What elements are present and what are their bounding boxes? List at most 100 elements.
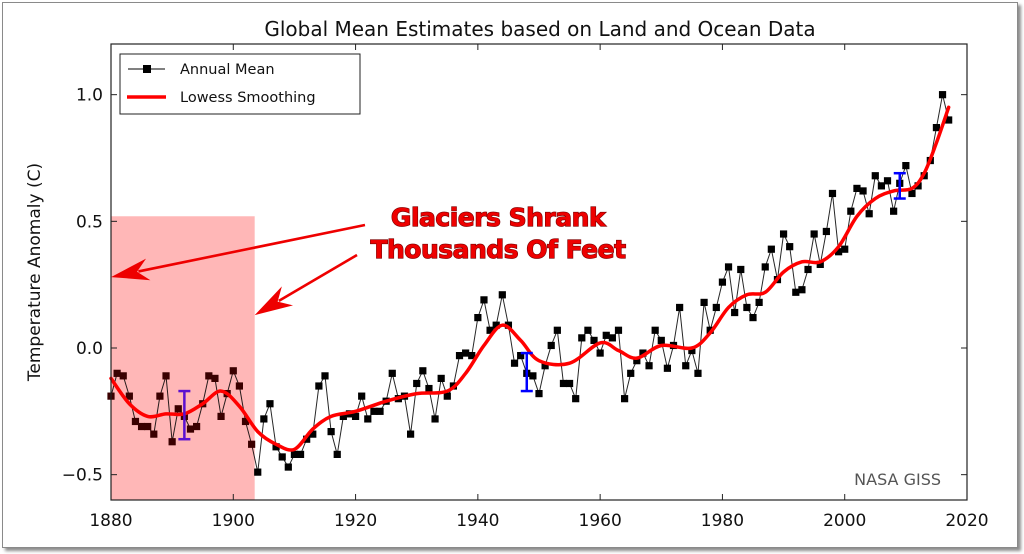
annual-mean-point (596, 349, 604, 357)
y-tick-label: 0.5 (76, 212, 103, 232)
annual-mean-point (131, 417, 140, 426)
annual-mean-point (205, 372, 213, 380)
annual-mean-point (125, 392, 133, 400)
annual-mean-point (510, 359, 519, 367)
annual-mean-point (859, 187, 867, 195)
annual-mean-point (841, 245, 849, 253)
x-tick-label: 2020 (945, 511, 988, 531)
annual-mean-point (767, 245, 775, 253)
annual-mean-point (193, 422, 201, 431)
legend-box (119, 53, 361, 115)
annual-mean-point (186, 425, 195, 433)
annual-mean-point (535, 390, 543, 398)
annual-mean-point (828, 189, 837, 198)
annual-mean-point (718, 278, 727, 286)
annotation-line-2: Thousands Of Feet (370, 235, 626, 264)
chart-title: Global Mean Estimates based on Land and … (264, 17, 815, 41)
annual-mean-point (633, 357, 641, 365)
annual-mean-point (211, 374, 219, 382)
annotation-arrow-head (254, 286, 294, 316)
annual-mean-point (174, 405, 182, 413)
source-label: NASA GISS (854, 470, 941, 489)
annual-mean-point (156, 392, 164, 400)
annual-mean-point (945, 116, 953, 124)
annual-mean-point (474, 314, 482, 322)
annual-mean-point (168, 438, 176, 446)
annual-mean-point (621, 395, 629, 403)
y-tick-label: 0.0 (76, 339, 103, 359)
annual-mean-point (890, 207, 898, 215)
annual-mean-point (835, 248, 843, 256)
annual-mean-point (407, 430, 415, 438)
annual-mean-point (712, 303, 720, 312)
legend-annual-marker (143, 65, 151, 73)
annual-mean-point (462, 349, 470, 357)
lowess-smoothing-line (109, 105, 951, 452)
axes-frame (110, 43, 968, 501)
annual-mean-point (431, 415, 439, 423)
x-tick-label: 1940 (456, 511, 499, 531)
annual-mean-point (303, 435, 311, 443)
annual-mean-point (700, 298, 708, 306)
y-tick-label: −0.5 (62, 466, 103, 486)
annual-mean-point (902, 162, 910, 170)
annual-mean-point (327, 428, 335, 436)
annual-mean-point (137, 422, 146, 431)
annual-mean-point (578, 334, 586, 342)
annual-mean-point (339, 412, 347, 420)
y-axis: −0.5 0.0 0.5 1.0 (62, 86, 967, 486)
annual-mean-point (333, 450, 341, 458)
annual-mean-point (608, 334, 616, 342)
annual-mean-point (529, 372, 537, 380)
annual-mean-point (235, 382, 243, 390)
annual-mean-point (572, 395, 580, 403)
annual-mean-point (877, 182, 885, 190)
annual-mean-point (278, 453, 286, 461)
annotation-arrow-shaft (138, 223, 366, 273)
annual-mean-point (761, 263, 769, 271)
annotation-arrows (111, 223, 366, 316)
annual-mean-point (290, 450, 299, 458)
annual-mean-point (792, 288, 800, 296)
annual-mean-point (688, 346, 696, 355)
annual-mean-point (351, 412, 360, 420)
annual-mean-point (248, 440, 256, 448)
annual-mean-point (627, 369, 635, 377)
x-axis: 1880 1900 1920 1940 1960 1980 2000 2020 (89, 44, 989, 531)
annotation-arrow-shaft (278, 253, 358, 303)
annual-mean-point (786, 243, 794, 251)
annual-mean-point (321, 372, 329, 380)
annual-mean-point (358, 392, 366, 400)
annual-mean-point (144, 422, 152, 431)
annual-mean-point (651, 326, 659, 334)
lowess-layer (109, 105, 951, 452)
x-tick-label: 1900 (212, 511, 255, 531)
annual-mean-point (694, 369, 702, 377)
annual-mean-point (731, 308, 739, 317)
annual-mean-point (241, 417, 250, 426)
plot-area (107, 91, 953, 500)
error-bar (893, 171, 906, 200)
annual-mean-point (443, 392, 451, 400)
x-tick-label: 1960 (579, 511, 622, 531)
annual-mean-point (737, 265, 745, 274)
annual-mean-point (425, 384, 433, 393)
annual-mean-point (749, 314, 757, 322)
annual-mean-point (480, 296, 488, 304)
x-tick-label: 1880 (89, 511, 132, 531)
annual-mean-point (639, 349, 647, 357)
annual-mean-point (743, 303, 751, 312)
annual-mean-point (486, 326, 494, 334)
annotation: Glaciers Shrank Thousands Of Feet (111, 202, 627, 316)
annual-mean-point (871, 172, 879, 180)
error-bars (178, 171, 906, 441)
annual-mean-point (419, 367, 427, 375)
annual-mean-point (229, 367, 237, 375)
annual-mean-point (296, 450, 305, 458)
annual-mean-point (517, 352, 525, 360)
annual-mean-point (755, 298, 763, 306)
annual-mean-point (559, 379, 568, 388)
error-bar (520, 351, 533, 393)
annual-mean-point (309, 430, 317, 438)
